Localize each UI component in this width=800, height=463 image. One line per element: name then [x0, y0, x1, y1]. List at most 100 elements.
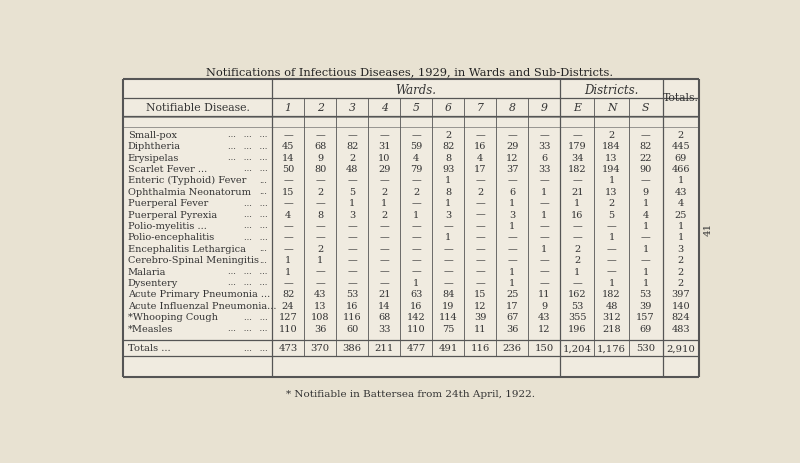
Text: ...   ...   ...: ... ... ... — [228, 324, 267, 332]
Text: 8: 8 — [445, 188, 451, 196]
Text: —: — — [573, 176, 582, 185]
Text: 45: 45 — [282, 142, 294, 151]
Text: 12: 12 — [506, 153, 518, 162]
Text: 84: 84 — [442, 290, 454, 299]
Text: —: — — [443, 256, 453, 264]
Text: —: — — [347, 176, 357, 185]
Text: 386: 386 — [342, 344, 362, 353]
Text: 1: 1 — [642, 267, 649, 276]
Text: 33: 33 — [378, 324, 390, 333]
Text: Polio-encephalitis: Polio-encephalitis — [128, 233, 215, 242]
Text: 4: 4 — [381, 103, 388, 113]
Text: 1: 1 — [642, 278, 649, 288]
Text: ...: ... — [259, 176, 267, 184]
Text: 3: 3 — [349, 103, 355, 113]
Text: 116: 116 — [470, 344, 490, 353]
Text: —: — — [539, 256, 550, 264]
Text: ...   ...   ...: ... ... ... — [228, 154, 267, 162]
Text: Erysipelas: Erysipelas — [128, 153, 179, 162]
Text: 82: 82 — [639, 142, 652, 151]
Text: 48: 48 — [346, 165, 358, 174]
Text: 53: 53 — [346, 290, 358, 299]
Text: 12: 12 — [474, 301, 486, 310]
Text: 211: 211 — [374, 344, 394, 353]
Text: —: — — [283, 244, 293, 253]
Text: 483: 483 — [671, 324, 690, 333]
Text: 2: 2 — [678, 256, 684, 264]
Text: —: — — [443, 221, 453, 231]
Text: E: E — [574, 103, 582, 113]
Text: 43: 43 — [314, 290, 326, 299]
Text: S: S — [642, 103, 650, 113]
Text: 127: 127 — [278, 313, 298, 321]
Text: 182: 182 — [602, 290, 621, 299]
Text: 80: 80 — [314, 165, 326, 174]
Text: —: — — [379, 256, 389, 264]
Text: 1: 1 — [542, 210, 547, 219]
Text: ...: ... — [259, 188, 267, 196]
Text: 162: 162 — [568, 290, 586, 299]
Text: 9: 9 — [542, 301, 547, 310]
Text: 9: 9 — [541, 103, 548, 113]
Text: —: — — [539, 233, 550, 242]
Text: 68: 68 — [378, 313, 390, 321]
Text: —: — — [411, 244, 421, 253]
Text: 69: 69 — [639, 324, 652, 333]
Text: 6: 6 — [445, 103, 452, 113]
Text: 2,910: 2,910 — [666, 344, 695, 353]
Text: 3: 3 — [349, 210, 355, 219]
Text: 1: 1 — [445, 233, 451, 242]
Text: 43: 43 — [674, 188, 687, 196]
Text: 116: 116 — [343, 313, 362, 321]
Text: —: — — [475, 233, 485, 242]
Text: —: — — [379, 278, 389, 288]
Text: —: — — [347, 256, 357, 264]
Text: —: — — [475, 256, 485, 264]
Text: 15: 15 — [474, 290, 486, 299]
Text: 8: 8 — [445, 153, 451, 162]
Text: 2: 2 — [608, 199, 614, 208]
Text: —: — — [475, 131, 485, 139]
Text: 69: 69 — [674, 153, 687, 162]
Text: —: — — [379, 244, 389, 253]
Text: 3: 3 — [509, 210, 515, 219]
Text: Wards.: Wards. — [396, 84, 437, 97]
Text: 3: 3 — [678, 244, 684, 253]
Text: 24: 24 — [282, 301, 294, 310]
Text: 1: 1 — [608, 233, 614, 242]
Text: —: — — [606, 244, 616, 253]
Text: 236: 236 — [502, 344, 522, 353]
Text: 17: 17 — [474, 165, 486, 174]
Text: 13: 13 — [606, 153, 618, 162]
Text: 5: 5 — [413, 103, 420, 113]
Text: —: — — [507, 244, 517, 253]
Text: 108: 108 — [311, 313, 330, 321]
Text: 82: 82 — [282, 290, 294, 299]
Text: Scarlet Fever ...: Scarlet Fever ... — [128, 165, 207, 174]
Text: 2: 2 — [678, 267, 684, 276]
Text: 90: 90 — [639, 165, 652, 174]
Text: 17: 17 — [506, 301, 518, 310]
Text: —: — — [539, 176, 550, 185]
Text: ...: ... — [259, 245, 267, 253]
Text: 2: 2 — [381, 188, 387, 196]
Text: 2: 2 — [445, 131, 451, 139]
Text: 39: 39 — [639, 301, 652, 310]
Text: 312: 312 — [602, 313, 621, 321]
Text: 8: 8 — [509, 103, 516, 113]
Text: Enteric (Typhoid) Fever: Enteric (Typhoid) Fever — [128, 176, 246, 185]
Text: 1: 1 — [642, 221, 649, 231]
Text: ...   ...: ... ... — [244, 233, 267, 241]
Text: —: — — [411, 256, 421, 264]
Text: 445: 445 — [671, 142, 690, 151]
Text: Encephalitis Lethargica: Encephalitis Lethargica — [128, 244, 246, 253]
Text: 110: 110 — [278, 324, 298, 333]
Text: —: — — [443, 278, 453, 288]
Text: ...   ...: ... ... — [244, 313, 267, 321]
Bar — [123, 80, 699, 377]
Text: —: — — [283, 131, 293, 139]
Text: 67: 67 — [506, 313, 518, 321]
Text: 53: 53 — [571, 301, 583, 310]
Text: 1: 1 — [509, 221, 515, 231]
Text: —: — — [283, 221, 293, 231]
